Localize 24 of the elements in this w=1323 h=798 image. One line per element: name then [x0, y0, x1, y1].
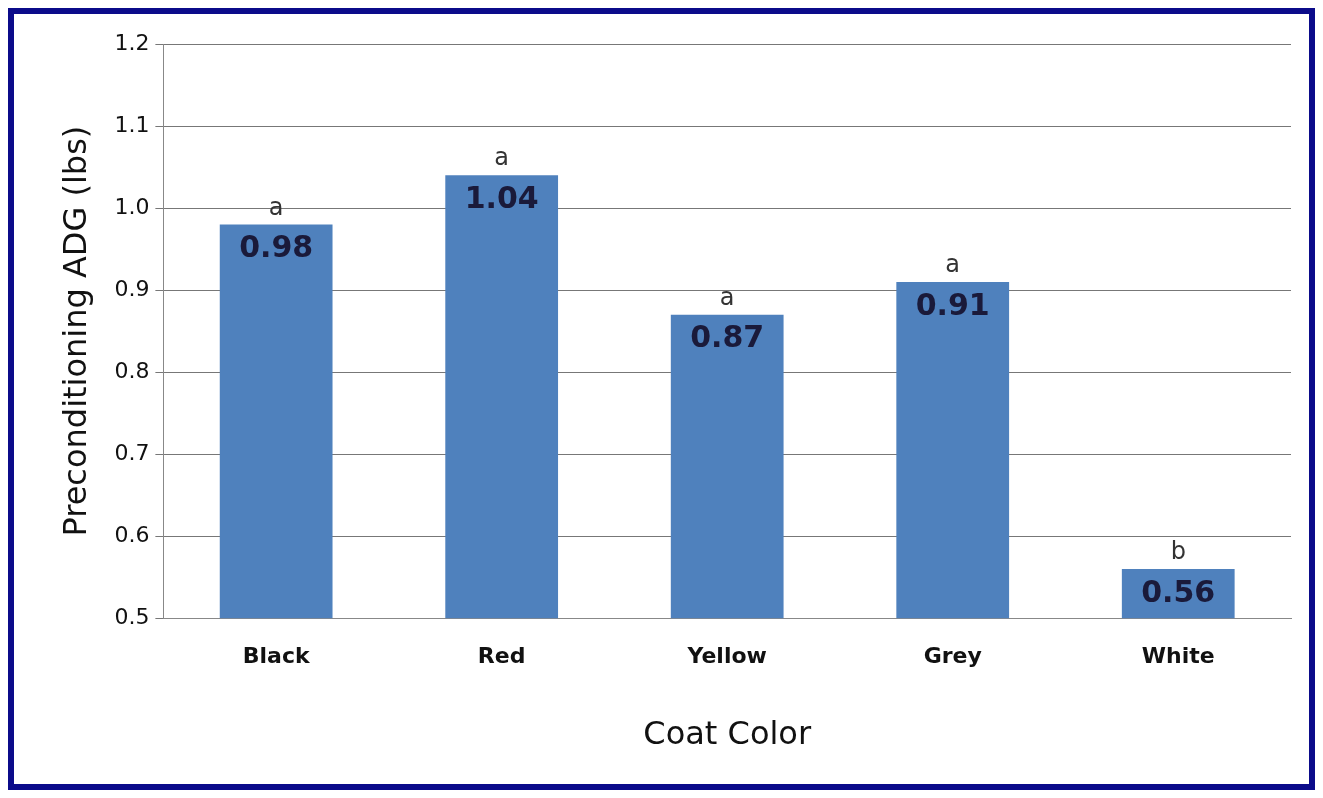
- y-tick-label: 0.5: [114, 603, 150, 629]
- y-tick-label: 1.2: [114, 29, 150, 55]
- y-tick-label: 1.0: [114, 193, 150, 219]
- data-label: 0.56: [1141, 573, 1216, 609]
- data-label: 0.87: [690, 319, 765, 355]
- x-tick-label: Red: [477, 643, 526, 669]
- x-tick-label: White: [1141, 643, 1215, 669]
- x-tick-label: Yellow: [686, 643, 767, 669]
- x-tick-label: Grey: [923, 643, 982, 669]
- y-tick-label: 0.9: [114, 275, 150, 301]
- annotation: a: [494, 143, 510, 172]
- annotation: a: [719, 282, 735, 311]
- data-label: 0.91: [915, 286, 990, 322]
- y-tick-label: 0.6: [114, 521, 150, 547]
- x-tick-label: Black: [242, 643, 311, 669]
- annotation: a: [945, 250, 961, 279]
- y-axis-title: Preconditioning ADG (lbs): [55, 125, 94, 537]
- x-axis-title: Coat Color: [643, 714, 812, 753]
- data-label: 0.98: [239, 229, 314, 265]
- annotation: b: [1170, 537, 1186, 566]
- y-tick-label: 1.1: [114, 111, 150, 137]
- data-label: 1.04: [464, 180, 539, 216]
- y-tick-label: 0.8: [114, 357, 150, 383]
- y-tick-label: 0.7: [114, 439, 150, 465]
